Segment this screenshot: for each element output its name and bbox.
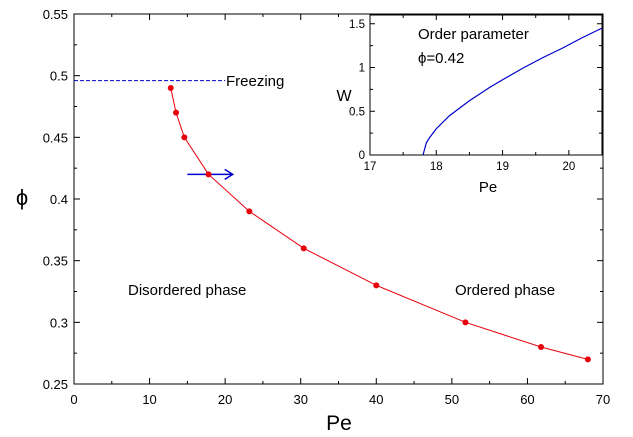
main-series-line [170, 87, 589, 360]
inset-series-lines [422, 27, 603, 156]
inset-x-tick-label: 17 [364, 161, 377, 173]
main-y-tick-label: 0.55 [43, 7, 68, 22]
inset-y-axis-title: W [336, 88, 352, 105]
main-x-tick-label: 50 [445, 392, 459, 407]
main-y-tick-label: 0.35 [43, 254, 68, 269]
inset-x-axis: 17 18 19 20 [364, 15, 575, 173]
ordered-phase-label: Ordered phase [455, 282, 555, 299]
inset-subtitle: ϕ=0.42 [418, 50, 464, 67]
main-data-point [300, 245, 307, 252]
main-x-tick-label: 0 [70, 392, 77, 407]
inset-y-axis: 0 0.5 1 1.5 [349, 19, 602, 162]
main-y-tick-label: 0.25 [43, 377, 68, 392]
inset-x-axis-title: Pe [479, 179, 497, 196]
main-series-lines [170, 87, 589, 360]
main-y-axis: 0.25 0.3 0.35 0.4 0.45 0.5 0.55 [43, 7, 603, 392]
main-x-tick-label: 70 [596, 392, 610, 407]
main-data-point [373, 282, 380, 289]
inset-y-tick-label: 0 [359, 150, 365, 162]
inset-series-line [422, 27, 603, 156]
main-data-point [167, 85, 174, 91]
arrow-head [224, 168, 235, 180]
main-data-point [173, 109, 180, 116]
main-y-tick-label: 0.5 [50, 69, 68, 84]
main-y-axis-title: ϕ [16, 185, 28, 210]
main-x-tick-label: 60 [520, 392, 534, 407]
main-y-tick-label: 0.3 [50, 315, 68, 330]
main-data-point [538, 344, 545, 350]
main-data-point [205, 171, 212, 178]
inset-x-tick-label: 20 [562, 161, 575, 173]
inset-plot-background [370, 15, 602, 155]
main-x-axis-title: Pe [326, 412, 352, 435]
inset-plot: 17 18 19 20 0 0.5 1 1.5 Order parameter ϕ=0.42… [336, 14, 603, 196]
inset-x-tick-label: 19 [496, 161, 509, 173]
main-data-point [181, 134, 188, 141]
freezing-label: Freezing [226, 73, 284, 90]
inset-x-tick-label: 18 [430, 161, 443, 173]
inset-plot-frame [369, 14, 603, 156]
main-data-point [462, 319, 469, 326]
disordered-phase-label: Disordered phase [128, 282, 246, 299]
main-x-tick-label: 20 [218, 392, 232, 407]
main-x-axis: 0 10 20 30 40 50 60 70 [70, 14, 610, 407]
inset-y-tick-label: 1 [359, 63, 365, 75]
main-plot: 0 10 20 30 40 50 60 70 0.250.30.350.40.450.50.5… [16, 7, 610, 435]
main-data-point [584, 356, 591, 363]
main-data-point [246, 208, 253, 215]
main-y-tick-label: 0.4 [50, 192, 68, 207]
main-y-tick-label: 0.45 [43, 130, 68, 145]
main-x-tick-label: 10 [142, 392, 156, 407]
main-x-tick-label: 30 [293, 392, 307, 407]
inset-title: Order parameter [418, 26, 529, 43]
inset-y-tick-label: 1.5 [349, 19, 365, 31]
inset-y-tick-label: 0.5 [349, 106, 365, 118]
main-series-points [167, 85, 591, 363]
main-x-tick-label: 40 [369, 392, 383, 407]
